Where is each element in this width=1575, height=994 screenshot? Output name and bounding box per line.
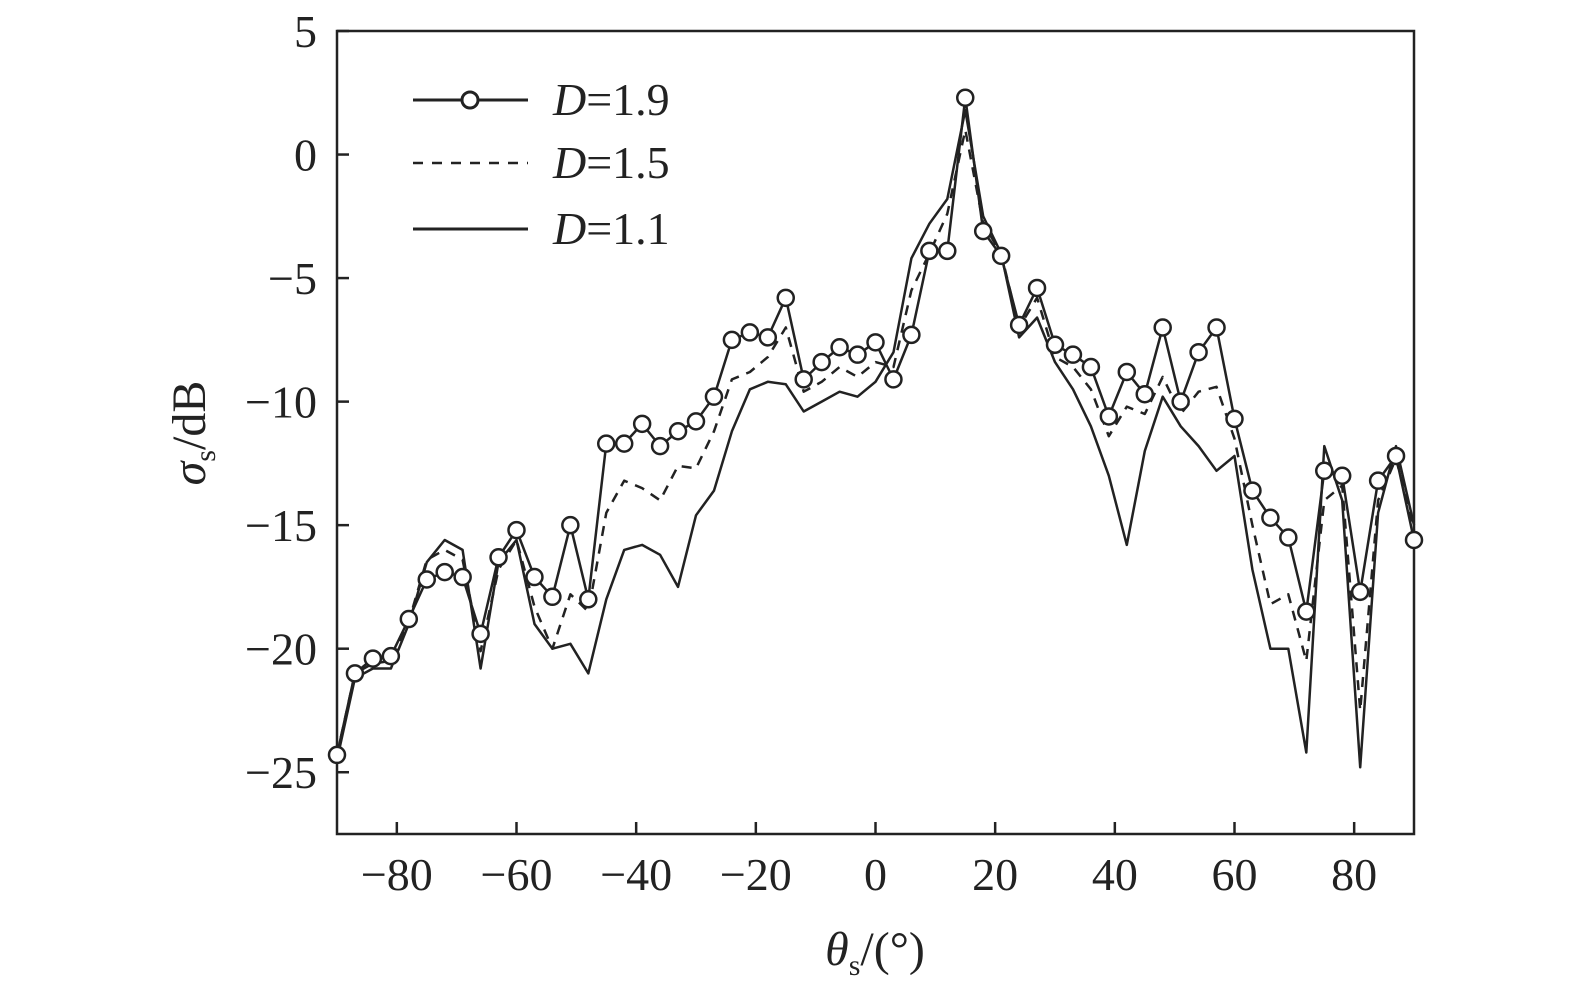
x-tick-label: −20 bbox=[720, 849, 792, 900]
series-point bbox=[1332, 466, 1352, 485]
series-point bbox=[1386, 446, 1406, 466]
series-point bbox=[902, 325, 921, 345]
series-point bbox=[938, 241, 957, 261]
series-point bbox=[668, 422, 688, 441]
series-point bbox=[956, 88, 975, 107]
series-point bbox=[812, 352, 831, 372]
y-tick-label: 0 bbox=[294, 130, 317, 181]
series-point bbox=[1261, 508, 1280, 527]
series-point bbox=[920, 241, 939, 261]
y-tick-label: −10 bbox=[245, 377, 317, 428]
series-point bbox=[453, 567, 472, 587]
series-point bbox=[704, 387, 724, 406]
series-point bbox=[722, 330, 742, 350]
series-point bbox=[507, 520, 526, 540]
plot-frame bbox=[335, 29, 1416, 836]
series-point bbox=[632, 414, 652, 434]
series-point bbox=[1135, 384, 1154, 404]
y-axis-label: σs/dB bbox=[163, 381, 222, 486]
series-point bbox=[866, 333, 885, 352]
series-point bbox=[489, 548, 508, 567]
series-point bbox=[561, 515, 580, 535]
x-tick-label: 0 bbox=[864, 849, 887, 900]
y-tick-label: −25 bbox=[245, 747, 317, 798]
y-tick-label: −15 bbox=[245, 500, 317, 551]
series-point bbox=[1009, 315, 1029, 335]
series-point bbox=[1225, 409, 1244, 429]
series-point bbox=[758, 328, 778, 347]
series-point bbox=[650, 436, 670, 456]
series-point bbox=[686, 412, 706, 431]
series-point bbox=[1117, 362, 1137, 382]
x-tick-label: 40 bbox=[1092, 849, 1138, 900]
series-point bbox=[884, 370, 903, 389]
series-line-d19 bbox=[335, 96, 1416, 756]
series-point bbox=[579, 590, 598, 609]
x-tick-label: −60 bbox=[481, 849, 553, 900]
series-point bbox=[1063, 345, 1083, 364]
series-point bbox=[1153, 318, 1172, 337]
series-point bbox=[1081, 357, 1101, 377]
series-point bbox=[471, 624, 490, 644]
legend: D=1.9 D=1.5 D=1.1 bbox=[413, 74, 670, 254]
y-tick-label: −5 bbox=[268, 253, 317, 304]
series-point bbox=[830, 338, 849, 357]
legend-marker-d19 bbox=[460, 90, 480, 110]
series-point bbox=[597, 434, 616, 453]
series-line-d15 bbox=[335, 128, 1416, 756]
series-point bbox=[1279, 528, 1298, 547]
series-point bbox=[776, 288, 795, 308]
series-line-d11 bbox=[335, 108, 1416, 769]
series-point bbox=[435, 562, 454, 582]
series-point bbox=[1189, 342, 1208, 362]
x-tick-label: −80 bbox=[361, 849, 433, 900]
legend-label-d11: D=1.1 bbox=[552, 203, 670, 254]
series-point bbox=[1404, 530, 1424, 550]
series-group bbox=[327, 88, 1424, 769]
series-point bbox=[794, 370, 813, 389]
series-point bbox=[1243, 481, 1262, 500]
series-point bbox=[1045, 335, 1065, 355]
series-point bbox=[363, 649, 383, 668]
series-point bbox=[848, 345, 867, 364]
series-point bbox=[381, 646, 401, 666]
series-point bbox=[1207, 318, 1226, 337]
legend-label-d19: D=1.9 bbox=[552, 74, 670, 125]
series-point bbox=[740, 323, 760, 342]
series-point bbox=[1368, 471, 1388, 490]
series-point bbox=[1315, 461, 1334, 481]
series-point bbox=[973, 221, 993, 241]
series-point bbox=[1171, 392, 1190, 411]
series-point bbox=[1350, 582, 1370, 602]
series-point bbox=[327, 745, 347, 765]
series-point bbox=[1027, 278, 1047, 298]
legend-label-d15: D=1.5 bbox=[552, 137, 670, 188]
series-point bbox=[1297, 602, 1316, 621]
y-tick-label: 5 bbox=[294, 6, 317, 57]
x-tick-label: −40 bbox=[600, 849, 672, 900]
series-point bbox=[543, 587, 562, 607]
series-point bbox=[1099, 407, 1119, 426]
series-point bbox=[525, 567, 544, 587]
series-point bbox=[614, 434, 634, 453]
series-point bbox=[991, 246, 1011, 266]
x-tick-label: 80 bbox=[1331, 849, 1377, 900]
x-axis-label: θs/(°) bbox=[825, 923, 925, 982]
x-tick-label: 60 bbox=[1212, 849, 1258, 900]
tick-group: −80 −60 −40 −20 0 20 40 60 80 5 0 −5 −10 −15 −20 −25 bbox=[245, 6, 1377, 900]
series-point bbox=[345, 664, 365, 683]
x-tick-label: 20 bbox=[972, 849, 1018, 900]
series-point bbox=[417, 570, 436, 589]
y-tick-label: −20 bbox=[245, 624, 317, 675]
series-point bbox=[399, 609, 419, 629]
